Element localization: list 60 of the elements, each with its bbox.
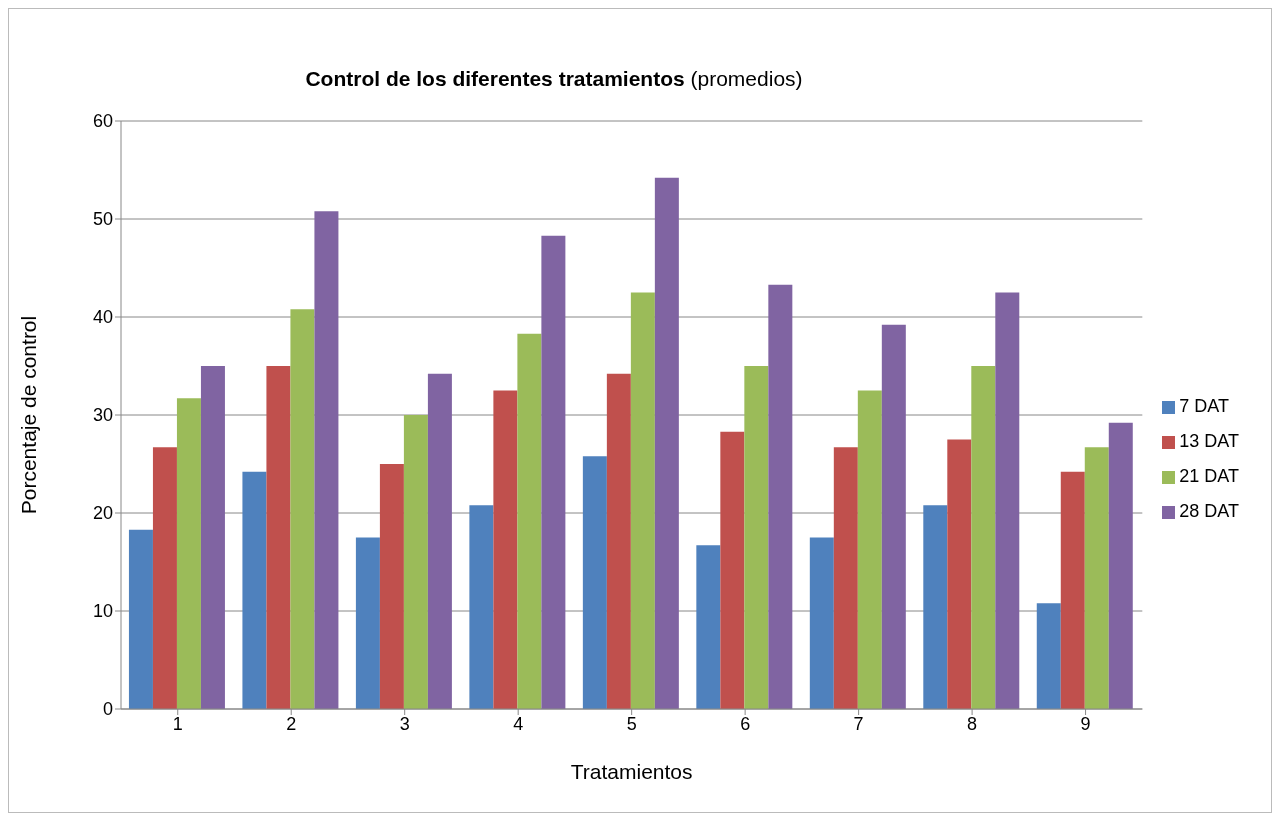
bar [1108,422,1133,709]
bar [696,545,721,709]
bar [881,324,906,709]
y-tick-label: 50 [92,209,113,230]
bar [971,366,996,709]
bar [947,439,972,709]
bar [469,505,494,709]
bar [809,537,834,709]
x-tick-label: 3 [399,713,410,734]
bar [314,211,339,709]
bar [1036,603,1061,709]
bar [128,529,153,709]
bar [768,284,793,709]
x-tick-label: 5 [626,713,637,734]
x-tick-label: 6 [740,713,751,734]
bar [744,366,769,709]
x-tick-label: 8 [967,713,978,734]
bar [995,292,1020,709]
legend-label: 13 DAT [1179,431,1239,451]
legend-label: 7 DAT [1179,396,1229,416]
bar [403,415,428,709]
bar [1060,471,1085,709]
y-tick-label: 0 [102,699,113,720]
legend-label: 28 DAT [1179,501,1239,521]
x-tick-label: 2 [286,713,297,734]
bar [582,456,607,709]
bar [200,366,225,709]
bar [923,505,948,709]
chart-title: Control de los diferentes tratamientos [305,67,685,90]
x-tick-label: 9 [1080,713,1091,734]
bar [630,292,655,709]
y-tick-label: 30 [92,405,113,426]
x-tick-label: 4 [513,713,524,734]
bar [355,537,380,709]
x-tick-label: 1 [172,713,183,734]
bar [242,471,267,709]
bar [517,333,542,709]
bar [654,177,679,709]
bar [379,464,404,709]
bar [427,373,452,709]
bar [833,447,858,709]
bar [720,431,745,709]
chart-subtitle: (promedios) [690,67,803,90]
y-axis-title: Porcentaje de control [17,315,41,515]
bar [290,309,315,709]
bar [266,366,291,709]
y-tick-label: 20 [92,503,113,524]
y-tick-label: 10 [92,601,113,622]
bar [857,390,882,709]
bar [541,235,566,709]
bar [176,398,201,709]
legend-label: 21 DAT [1179,466,1239,486]
y-tick-label: 40 [92,307,113,328]
x-tick-label: 7 [853,713,864,734]
bar [493,390,518,709]
bar [1084,447,1109,709]
bar [606,373,631,709]
y-tick-label: 60 [92,111,113,132]
x-axis-title: Tratamientos [570,760,693,783]
bar [152,447,177,709]
